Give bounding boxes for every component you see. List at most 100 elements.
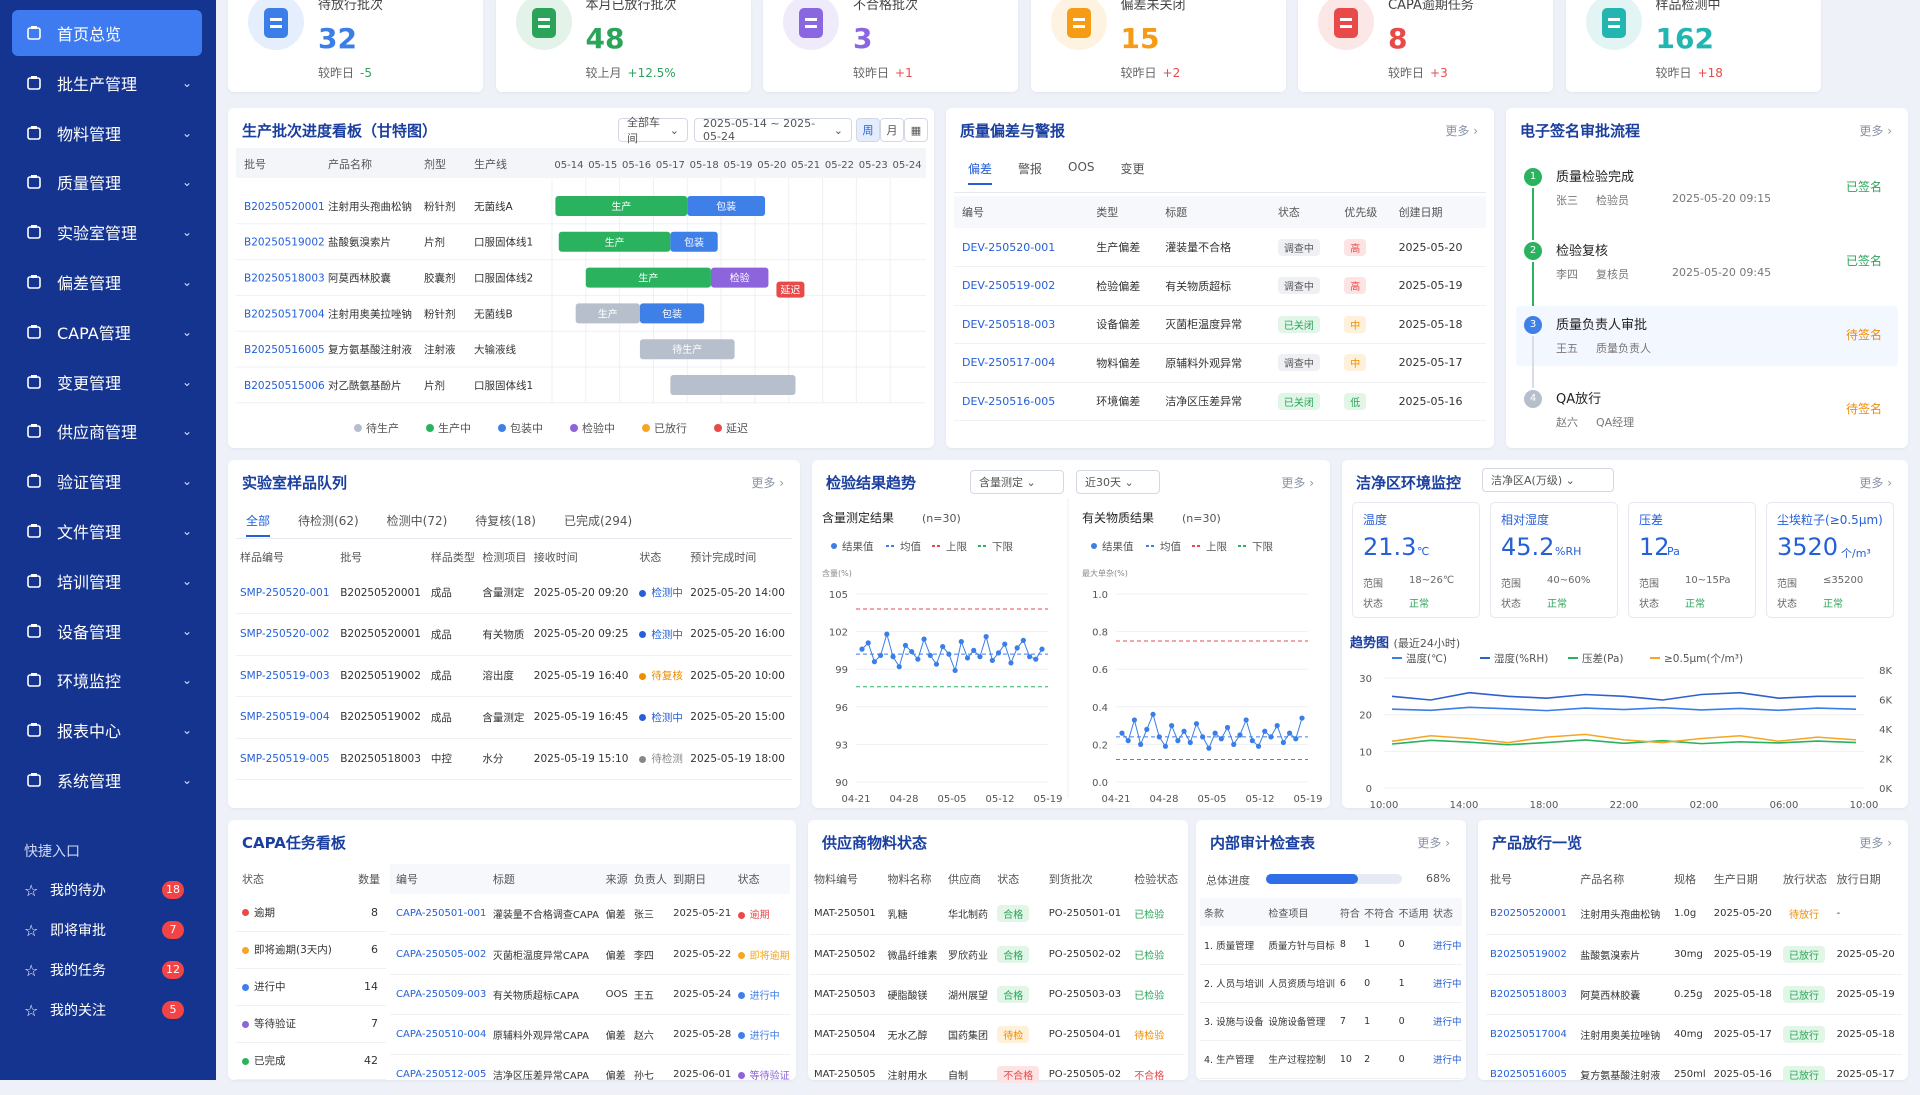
capa-row[interactable]: CAPA-250509-003 有关物质超标CAPA OOS 王五 2025-05-24… (390, 974, 790, 1014)
gantt-bar[interactable] (558, 231, 671, 252)
sidebar-item-9[interactable]: 验证管理 ⌄ (12, 458, 202, 504)
sidebar-item-8[interactable]: 供应商管理 ⌄ (12, 408, 202, 454)
deviation-id[interactable]: DEV-250516-005 (962, 394, 1056, 408)
audit-row[interactable]: 1. 质量管理 质量方针与目标 8 1 0 进行中 (1200, 926, 1462, 964)
deviation-tab-1[interactable]: 警报 (1018, 162, 1043, 176)
capa-summary-row[interactable]: 逾期 8 (236, 894, 386, 931)
quick-link-1[interactable]: ☆ 即将审批 7 (24, 917, 184, 943)
date-range-select[interactable]: 2025-05-14 ~ 2025-05-24 ⌄ (694, 117, 852, 143)
gantt-bar[interactable] (639, 303, 705, 324)
capa-id[interactable]: CAPA-250505-002 (396, 948, 487, 960)
audit-row[interactable]: 4. 生产管理 生产过程控制 10 2 0 进行中 (1200, 1040, 1462, 1078)
capa-summary-row[interactable]: 等待验证 7 (236, 1005, 386, 1042)
sidebar-item-12[interactable]: 设备管理 ⌄ (12, 608, 202, 654)
gantt-cell-batch[interactable]: B20250519002 (244, 237, 325, 249)
env-metric-card[interactable]: 尘埃粒子(≥0.5μm) 3520 个/m³ 范围 ≤35200 状态 正常 (1766, 502, 1894, 618)
sidebar-item-13[interactable]: 环境监控 ⌄ (12, 657, 202, 703)
sidebar-item-7[interactable]: 变更管理 ⌄ (12, 359, 202, 405)
gantt-bar[interactable] (670, 231, 718, 252)
gantt-bar[interactable] (670, 375, 796, 395)
stat-card-1[interactable]: 本月已放行批次 48 较上月 +12.5% (495, 0, 751, 92)
trend-metric-select[interactable]: 含量测定 ⌄ (970, 470, 1064, 494)
deviation-tab-2[interactable]: OOS (1068, 160, 1095, 174)
deviation-tab-3[interactable]: 变更 (1120, 162, 1145, 176)
deviation-id[interactable]: DEV-250520-001 (962, 240, 1056, 254)
release-batch[interactable]: B20250519002 (1490, 948, 1567, 960)
supplier-row[interactable]: MAT-250502 微晶纤维素 罗欣药业 合格 PO-250502-02 已检验 (810, 934, 1184, 974)
supplier-row[interactable]: MAT-250505 注射用水 自制 不合格 PO-250505-02 不合格 (810, 1054, 1184, 1094)
gantt-bar[interactable] (575, 303, 640, 324)
samples-tab-4[interactable]: 已完成(294) (563, 514, 633, 528)
capa-id[interactable]: CAPA-250501-001 (396, 908, 487, 920)
env-metric-card[interactable]: 温度 21.3 ℃ 范围 18~26℃ 状态 正常 (1352, 502, 1480, 618)
stat-card-4[interactable]: CAPA逾期任务 8 较昨日 +3 (1298, 0, 1553, 92)
sidebar-item-3[interactable]: 质量管理 ⌄ (12, 159, 202, 205)
sample-id[interactable]: SMP-250519-003 (240, 669, 330, 682)
esign-step[interactable]: 3 质量负责人审批 王五 质量负责人 待签名 (1516, 306, 1898, 388)
gantt-bar[interactable] (710, 267, 769, 288)
sample-row[interactable]: SMP-250520-002 B20250520001 成品 有关物质 2025-05-… (236, 614, 792, 655)
deviation-row[interactable]: DEV-250520-001 生产偏差 灌装量不合格 调查中 高 2025-05-20 (954, 228, 1486, 267)
deviation-more-link[interactable]: 更多 › (1445, 124, 1478, 138)
gantt-bar[interactable] (585, 267, 711, 288)
capa-row[interactable]: CAPA-250512-005 洁净区压差异常CAPA 偏差 孙七 2025-06-01… (390, 1054, 790, 1094)
samples-more-link[interactable]: 更多 › (751, 476, 784, 490)
sample-row[interactable]: SMP-250519-003 B20250519002 成品 溶出度 2025-05-1… (236, 655, 792, 697)
gantt-cell-batch[interactable]: B20250518003 (244, 273, 325, 285)
sidebar-item-10[interactable]: 文件管理 ⌄ (12, 508, 202, 554)
audit-more-link[interactable]: 更多 › (1417, 836, 1450, 850)
samples-tab-3[interactable]: 待复核(18) (475, 514, 536, 528)
gantt-bar[interactable] (639, 339, 735, 360)
quick-link-3[interactable]: ☆ 我的关注 5 (24, 997, 184, 1023)
samples-tab-2[interactable]: 检测中(72) (386, 514, 448, 528)
deviation-row[interactable]: DEV-250516-005 环境偏差 洁净区压差异常 已关闭 低 2025-05-16 (954, 382, 1486, 421)
sample-row[interactable]: SMP-250520-001 B20250520001 成品 含量测定 2025-05-… (236, 572, 792, 614)
release-row[interactable]: B20250517004 注射用奥美拉唑钠 40mg 2025-05-17 已放行 202… (1486, 1014, 1902, 1054)
supplier-row[interactable]: MAT-250501 乳糖 华北制药 合格 PO-250501-01 已检验 (810, 894, 1184, 934)
audit-row[interactable]: 3. 设施与设备 设施设备管理 7 1 0 进行中 (1200, 1002, 1462, 1040)
gantt-cell-batch[interactable]: B20250520001 (244, 201, 325, 213)
release-batch[interactable]: B20250517004 (1490, 1028, 1567, 1040)
mode-week-button[interactable]: 周 (856, 118, 880, 142)
release-row[interactable]: B20250520001 注射用头孢曲松钠 1.0g 2025-05-20 待放行 - (1486, 894, 1902, 934)
zone-select[interactable]: 洁净区A(万级) ⌄ (1482, 468, 1614, 492)
release-batch[interactable]: B20250520001 (1490, 908, 1567, 920)
mode-month-button[interactable]: 月 (880, 118, 904, 142)
sample-row[interactable]: SMP-250519-004 B20250519002 成品 含量测定 2025-05-… (236, 697, 792, 738)
capa-summary-row[interactable]: 即将逾期(3天内) 6 (236, 931, 386, 968)
capa-summary-row[interactable]: 已完成 42 (236, 1042, 386, 1079)
esign-step[interactable]: 1 质量检验完成 张三 检验员 2025-05-20 09:15 已签名 (1516, 158, 1898, 240)
sidebar-item-15[interactable]: 系统管理 ⌄ (12, 757, 202, 803)
samples-tab-0[interactable]: 全部 (246, 512, 271, 537)
workshop-select[interactable]: 全部车间 ⌄ (618, 116, 688, 145)
esign-more-link[interactable]: 更多 › (1859, 124, 1892, 138)
supplier-row[interactable]: MAT-250503 硬脂酸镁 湖州展望 合格 PO-250503-03 已检验 (810, 974, 1184, 1014)
release-row[interactable]: B20250519002 盐酸氨溴索片 30mg 2025-05-19 已放行 2025-… (1486, 934, 1902, 974)
sidebar-item-6[interactable]: CAPA管理 ⌄ (12, 309, 202, 355)
release-batch[interactable]: B20250516005 (1490, 1068, 1567, 1080)
deviation-row[interactable]: DEV-250518-003 设备偏差 灭菌柜温度异常 已关闭 中 2025-05-18 (954, 305, 1486, 344)
sample-row[interactable]: SMP-250519-005 B20250518003 中控 水分 2025-05-19… (236, 738, 792, 780)
release-more-link[interactable]: 更多 › (1859, 836, 1892, 850)
deviation-id[interactable]: DEV-250519-002 (962, 279, 1056, 293)
env-metric-card[interactable]: 相对湿度 45.2 %RH 范围 40~60% 状态 正常 (1490, 502, 1618, 618)
calendar-button[interactable]: ▦ (904, 118, 928, 142)
capa-id[interactable]: CAPA-250509-003 (396, 988, 487, 1000)
stat-card-2[interactable]: 不合格批次 3 较昨日 +1 (763, 0, 1018, 92)
sidebar-item-14[interactable]: 报表中心 ⌄ (12, 707, 202, 753)
gantt-cell-batch[interactable]: B20250516005 (244, 344, 325, 356)
stat-card-5[interactable]: 样品检测中 162 较昨日 +18 (1565, 0, 1821, 92)
gantt-bar[interactable] (687, 196, 766, 216)
audit-row[interactable]: 2. 人员与培训 人员资质与培训 6 0 1 进行中 (1200, 964, 1462, 1002)
trend-more-link[interactable]: 更多 › (1281, 476, 1314, 490)
sidebar-item-11[interactable]: 培训管理 ⌄ (12, 558, 202, 604)
samples-tab-1[interactable]: 待检测(62) (298, 514, 359, 528)
esign-step[interactable]: 4 QA放行 赵六 QA经理 待签名 (1516, 380, 1898, 440)
release-row[interactable]: B20250516005 复方氨基酸注射液 250ml 2025-05-16 已放行 20… (1486, 1054, 1902, 1094)
sidebar-item-2[interactable]: 物料管理 ⌄ (12, 110, 202, 156)
capa-summary-row[interactable]: 进行中 14 (236, 968, 386, 1005)
stat-card-3[interactable]: 偏差未关闭 15 较昨日 +2 (1030, 0, 1286, 92)
quick-link-2[interactable]: ☆ 我的任务 12 (24, 957, 184, 983)
esign-step[interactable]: 2 检验复核 李四 复核员 2025-05-20 09:45 已签名 (1516, 232, 1898, 314)
sample-id[interactable]: SMP-250520-002 (240, 628, 330, 641)
